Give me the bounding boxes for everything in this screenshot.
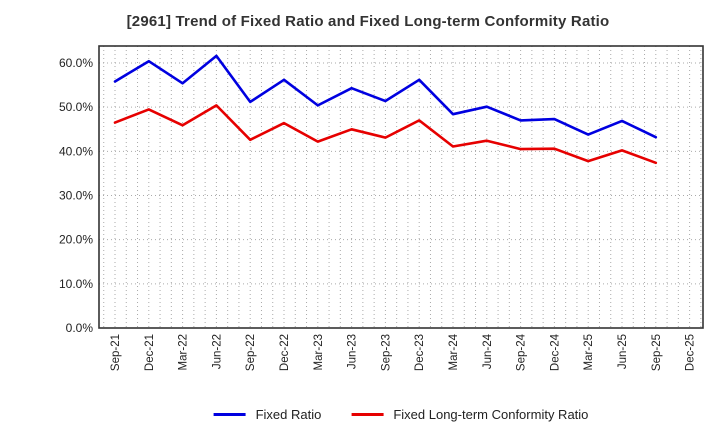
x-axis-label: Sep-22	[245, 334, 257, 371]
fixed-ratio-line-swatch	[213, 413, 246, 416]
x-axis-label: Dec-21	[144, 334, 156, 371]
x-axis-label: Mar-24	[448, 333, 460, 370]
x-axis-label: Mar-22	[178, 334, 190, 370]
fixed-ratio-line	[113, 54, 658, 139]
x-axis-label: Dec-23	[414, 334, 426, 371]
legend-label-fixed-ratio: Fixed Ratio	[255, 407, 322, 422]
x-axis-label: Sep-25	[651, 334, 663, 371]
chart-legend: Fixed Ratio Fixed Long-term Conformity R…	[213, 407, 588, 422]
legend-label-conformity-ratio: Fixed Long-term Conformity Ratio	[393, 407, 589, 422]
conformity-ratio-line-swatch	[351, 413, 384, 416]
legend-item-conformity-ratio: Fixed Long-term Conformity Ratio	[351, 407, 588, 422]
legend-item-fixed-ratio: Fixed Ratio	[213, 407, 322, 422]
y-axis-label: 50.0%	[59, 100, 93, 114]
y-axis-label: 0.0%	[66, 321, 94, 335]
x-axis-label: Sep-24	[516, 333, 528, 371]
y-axis-label: 20.0%	[59, 233, 93, 247]
x-axis-label: Mar-25	[583, 334, 595, 370]
x-axis-label: Sep-23	[380, 334, 392, 371]
x-axis-label: Jun-24	[482, 333, 494, 369]
x-axis-label: Jun-25	[617, 334, 629, 369]
x-axis-label: Jun-22	[211, 334, 223, 369]
x-axis-label: Jun-23	[347, 334, 359, 369]
x-axis-label: Mar-23	[313, 334, 325, 370]
y-axis-label: 40.0%	[59, 144, 93, 158]
x-axis-label: Dec-24	[549, 333, 561, 371]
x-axis-label: Dec-25	[685, 334, 697, 371]
x-axis-label: Sep-21	[110, 334, 122, 371]
axis-frame	[98, 45, 704, 329]
y-axis-label: 10.0%	[59, 277, 93, 291]
x-axis-label: Dec-22	[279, 334, 291, 371]
y-axis-label: 60.0%	[59, 56, 93, 70]
y-axis-label: 30.0%	[59, 189, 93, 203]
conformity-ratio-line	[113, 104, 658, 165]
chart-title: [2961] Trend of Fixed Ratio and Fixed Lo…	[126, 13, 610, 30]
